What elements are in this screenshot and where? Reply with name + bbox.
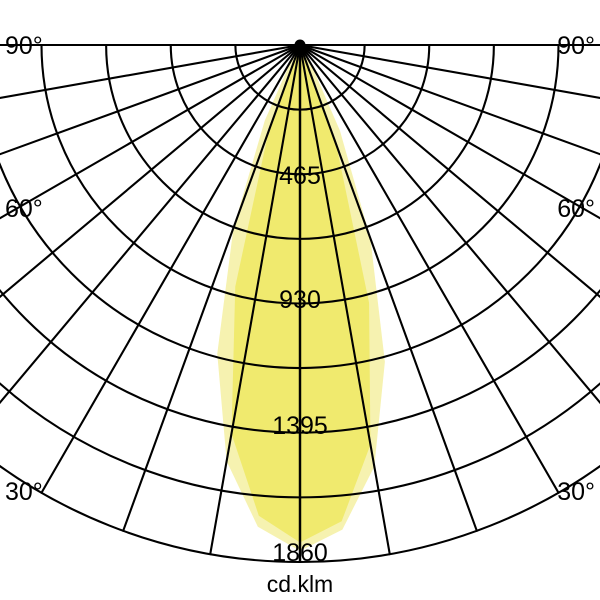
angle-label-left-90: 90°: [5, 32, 43, 60]
angle-label-right-90: 90°: [557, 32, 595, 60]
grid-spoke: [0, 43, 302, 405]
angle-labels: 90° 60° 30° 90° 60° 30°: [5, 32, 595, 506]
angle-label-left-30: 30°: [5, 478, 43, 506]
grid-spoke: [298, 43, 600, 220]
grid-spoke: [298, 43, 600, 405]
grid-spoke: [298, 43, 600, 299]
grid-spoke: [122, 43, 302, 532]
angle-label-left-60: 60°: [5, 195, 43, 223]
ring-label-930: 930: [279, 286, 321, 314]
angle-label-right-60: 60°: [557, 195, 595, 223]
grid-spoke: [40, 43, 302, 494]
grid-spoke: [298, 43, 600, 156]
grid-spoke: [298, 43, 560, 494]
grid-spoke: [0, 43, 302, 299]
grid-spoke: [0, 43, 302, 156]
origin-point: [294, 39, 306, 51]
unit-caption: cd.klm: [267, 571, 333, 597]
ring-label-1860: 1860: [272, 539, 328, 567]
grid-spoke: [0, 43, 302, 99]
grid-spoke: [0, 43, 302, 220]
ring-label-465: 465: [279, 162, 321, 190]
grid-spoke: [298, 43, 600, 99]
ring-labels: 465 930 1395 1860: [272, 162, 328, 567]
angle-label-right-30: 30°: [557, 478, 595, 506]
grid-spoke: [298, 43, 391, 556]
ring-label-1395: 1395: [272, 412, 328, 440]
grid-spoke: [298, 43, 478, 532]
grid-spoke: [209, 43, 302, 556]
